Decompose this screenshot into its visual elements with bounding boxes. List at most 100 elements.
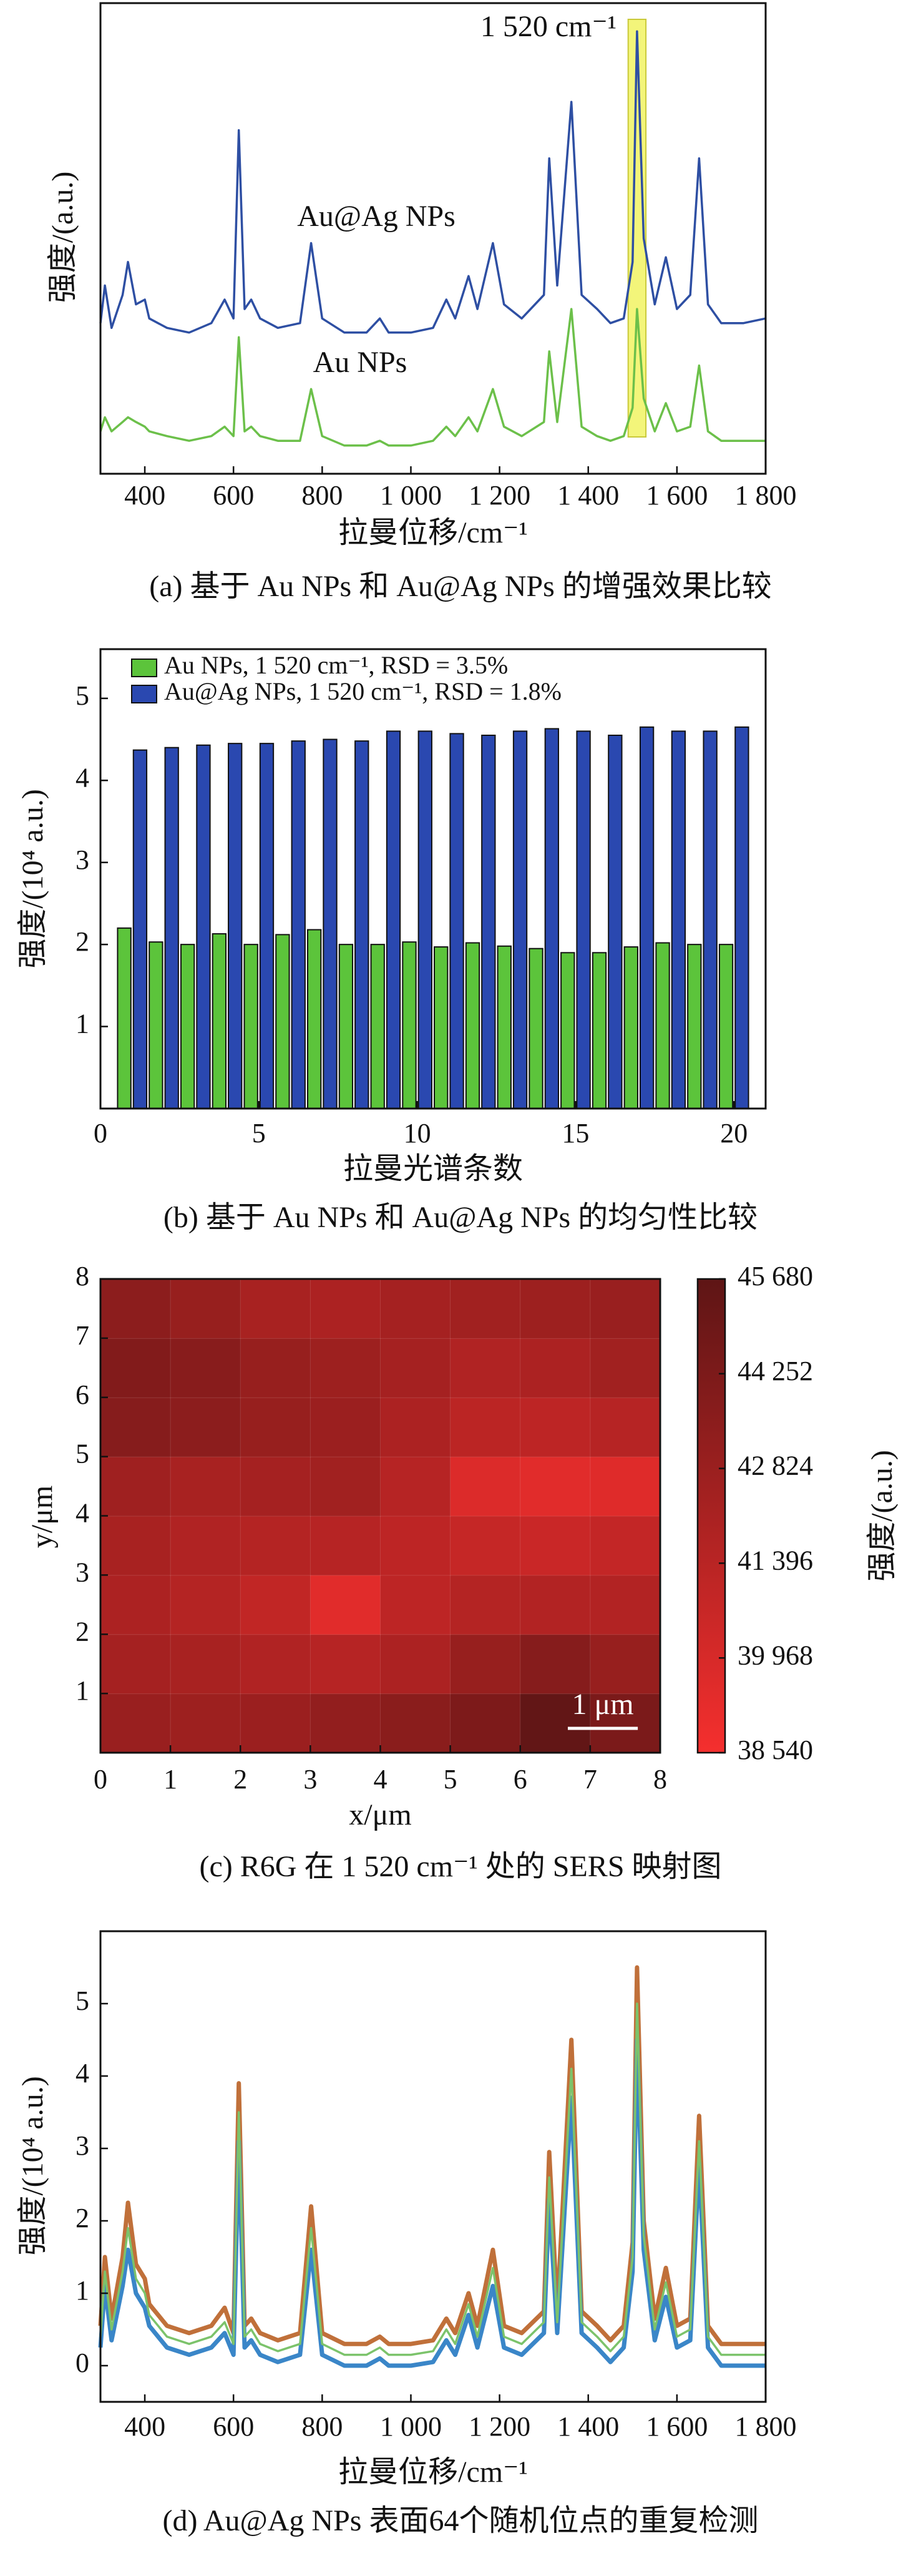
peak-annotation: 1 520 cm⁻¹ — [480, 10, 616, 43]
y-tick-label: 5 — [76, 680, 89, 711]
heatmap-cell — [590, 1397, 661, 1457]
heatmap-cell — [240, 1633, 311, 1695]
heatmap-cell — [170, 1633, 241, 1695]
y-tick-label: 4 — [76, 1498, 89, 1529]
heatmap-cell — [450, 1456, 521, 1517]
heatmap-cell — [520, 1397, 591, 1457]
y-tick-label: 3 — [76, 2130, 89, 2161]
bar — [291, 740, 306, 1109]
caption: (b) 基于 Au NPs 和 Au@Ag NPs 的均匀性比较 — [163, 1201, 758, 1234]
heatmap-cell — [450, 1397, 521, 1457]
legend-label: Au NPs, 1 520 cm⁻¹, RSD = 3.5% — [164, 651, 508, 679]
bar — [259, 743, 275, 1109]
heatmap-cell — [590, 1516, 661, 1576]
y-axis-label: y/μm — [26, 1486, 59, 1548]
heatmap-cell — [590, 1278, 661, 1339]
y-tick-label: 3 — [76, 845, 89, 875]
heatmap-cell — [380, 1338, 451, 1398]
x-tick-label: 8 — [653, 1764, 667, 1795]
y-tick-label: 4 — [76, 2058, 89, 2089]
heatmap-cell — [520, 1278, 591, 1339]
y-tick-label: 6 — [76, 1379, 89, 1410]
x-tick-label: 1 400 — [557, 480, 619, 511]
heatmap-cell — [520, 1633, 591, 1695]
colorbar-tick-label: 44 252 — [738, 1356, 813, 1386]
heatmap-cell — [590, 1574, 661, 1635]
heatmap-cell — [590, 1456, 661, 1517]
legend-swatch — [131, 659, 157, 677]
heatmap-cell — [170, 1278, 241, 1339]
x-tick-label: 4 — [374, 1764, 387, 1795]
heatmap-cell — [100, 1397, 172, 1457]
heatmap-cell — [100, 1633, 172, 1695]
heatmap-cell — [450, 1633, 521, 1695]
colorbar — [696, 1278, 726, 1754]
colorbar-tick-label: 42 824 — [738, 1451, 813, 1481]
heatmap-cell — [170, 1397, 241, 1457]
bar — [212, 933, 227, 1109]
x-tick-label: 1 600 — [646, 2411, 708, 2442]
heatmap-cell — [170, 1456, 241, 1517]
colorbar-label: 强度/(a.u.) — [865, 1450, 899, 1582]
heatmap-cell — [450, 1516, 521, 1576]
bar — [370, 944, 385, 1109]
x-axis-label: 拉曼位移/cm⁻¹ — [338, 2456, 528, 2489]
x-axis-label: 拉曼光谱条数 — [343, 1152, 523, 1185]
bar — [275, 934, 290, 1110]
heatmap-cell — [380, 1278, 451, 1339]
heatmap-cell — [520, 1338, 591, 1398]
heatmap-cell — [450, 1574, 521, 1635]
heatmap-cell — [590, 1338, 661, 1398]
heatmap-cell — [380, 1693, 451, 1753]
legend-label: Au@Ag NPs, 1 520 cm⁻¹, RSD = 1.8% — [164, 677, 562, 705]
x-tick-label: 1 800 — [735, 2411, 797, 2442]
legend-swatch — [131, 685, 157, 703]
bar — [465, 942, 480, 1109]
heatmap-cell — [380, 1574, 451, 1635]
heatmap-cell — [100, 1338, 172, 1398]
bar — [386, 730, 401, 1109]
y-tick-label: 5 — [76, 1986, 89, 2016]
bar — [655, 942, 670, 1109]
heatmap-cell — [309, 1456, 381, 1517]
x-tick-label: 10 — [404, 1118, 431, 1148]
heatmap-cell — [309, 1633, 381, 1695]
heatmap-cell — [380, 1633, 451, 1695]
x-tick-label: 1 400 — [557, 2411, 619, 2442]
bar — [164, 747, 179, 1109]
bar — [243, 944, 258, 1109]
x-tick-label: 7 — [583, 1764, 597, 1795]
y-tick-label: 4 — [76, 762, 89, 793]
bar — [703, 730, 718, 1109]
heatmap-cell — [240, 1278, 311, 1339]
bar — [576, 730, 591, 1109]
x-tick-label: 1 800 — [735, 480, 797, 511]
x-tick-label: 6 — [514, 1764, 527, 1795]
bar — [671, 730, 686, 1109]
y-tick-label: 2 — [76, 1616, 89, 1647]
bar — [323, 738, 338, 1109]
heatmap-cell — [100, 1693, 172, 1753]
heatmap-cell — [170, 1693, 241, 1753]
heatmap-cell — [240, 1516, 311, 1576]
heatmap-cell — [309, 1278, 381, 1339]
plot-frame — [99, 1930, 767, 2403]
bar — [639, 726, 655, 1110]
caption: (c) R6G 在 1 520 cm⁻¹ 处的 SERS 映射图 — [199, 1850, 721, 1883]
x-tick-label: 2 — [233, 1764, 247, 1795]
heatmap-cell — [309, 1338, 381, 1398]
x-tick-label: 5 — [444, 1764, 457, 1795]
x-tick-label: 0 — [94, 1118, 107, 1148]
x-tick-label: 600 — [213, 480, 254, 511]
y-axis-label: 强度/(10⁴ a.u.) — [16, 2076, 49, 2255]
bar — [449, 733, 464, 1110]
bar — [608, 735, 623, 1109]
heatmap-cell — [590, 1633, 661, 1695]
x-tick-label: 1 200 — [469, 480, 530, 511]
x-tick-label: 1 600 — [646, 480, 708, 511]
heatmap-cell — [240, 1574, 311, 1635]
spectrum-line — [99, 2002, 766, 2356]
bar — [560, 952, 575, 1110]
y-tick-label: 0 — [76, 2348, 89, 2378]
